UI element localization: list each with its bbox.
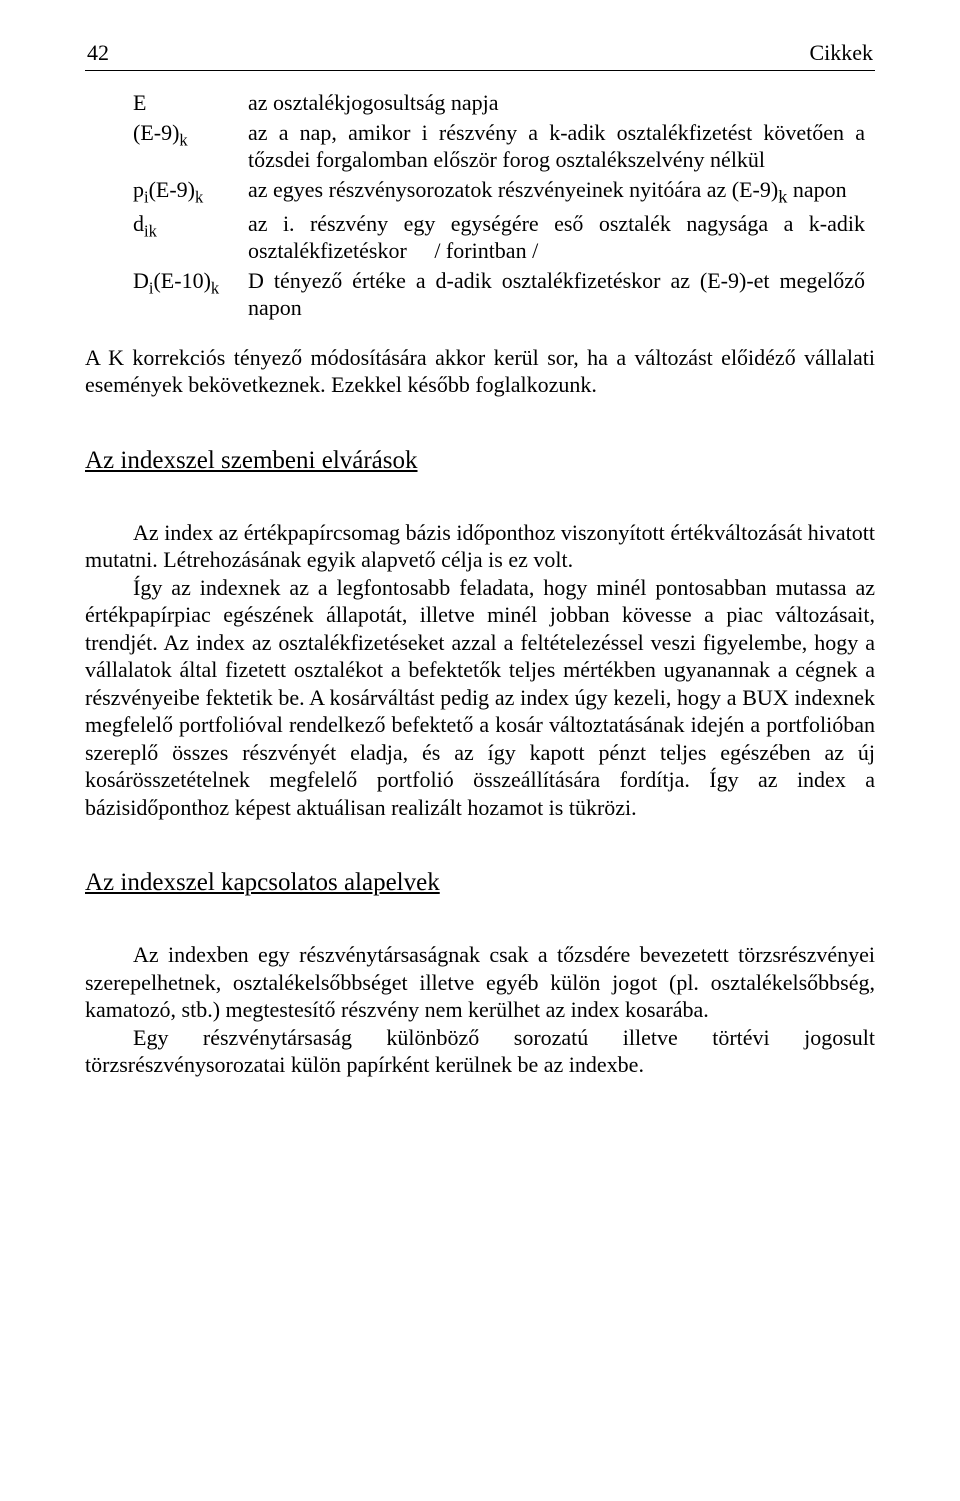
definition-row: dikaz i. részvény egy egységére eső oszt… bbox=[133, 210, 865, 265]
definition-term: (E-9)k bbox=[133, 119, 248, 151]
paragraph: Az indexben egy részvénytársaságnak csak… bbox=[85, 941, 875, 1024]
section-heading: Az indexszel szembeni elvárások bbox=[85, 447, 875, 475]
definition-term: Di(E-10)k bbox=[133, 267, 248, 299]
definition-row: Eaz osztalékjogosultság napja bbox=[133, 89, 865, 117]
definition-desc: D tényező értéke a d-adik osztalékfizeté… bbox=[248, 267, 865, 322]
definition-term: dik bbox=[133, 210, 248, 242]
definition-desc: az osztalékjogosultság napja bbox=[248, 89, 865, 117]
section-heading: Az indexszel kapcsolatos alapelvek bbox=[85, 869, 875, 897]
definition-list: Eaz osztalékjogosultság napja(E-9)kaz a … bbox=[133, 89, 865, 322]
header-rule bbox=[85, 70, 875, 71]
definition-desc: az egyes részvénysorozatok részvényeinek… bbox=[248, 176, 865, 208]
section2-body: Az indexben egy részvénytársaságnak csak… bbox=[85, 941, 875, 1079]
paragraph-after-defs: A K korrekciós tényező módosítására akko… bbox=[85, 344, 875, 399]
paragraph: Az index az értékpapírcsomag bázis időpo… bbox=[85, 519, 875, 574]
definition-desc: az i. részvény egy egységére eső osztalé… bbox=[248, 210, 865, 265]
definition-row: Di(E-10)kD tényező értéke a d-adik oszta… bbox=[133, 267, 865, 322]
page: 42 Cikkek Eaz osztalékjogosultság napja(… bbox=[0, 0, 960, 1139]
running-title: Cikkek bbox=[809, 40, 873, 66]
definition-desc: az a nap, amikor i részvény a k-adik osz… bbox=[248, 119, 865, 174]
definition-row: pi(E-9)kaz egyes részvénysorozatok részv… bbox=[133, 176, 865, 208]
paragraph: Így az indexnek az a legfontosabb felada… bbox=[85, 574, 875, 822]
paragraph: Egy részvénytársaság különböző sorozatú … bbox=[85, 1024, 875, 1079]
running-header: 42 Cikkek bbox=[85, 40, 875, 70]
page-number: 42 bbox=[87, 40, 109, 66]
definition-row: (E-9)kaz a nap, amikor i részvény a k-ad… bbox=[133, 119, 865, 174]
definition-term: pi(E-9)k bbox=[133, 176, 248, 208]
section1-body: Az index az értékpapírcsomag bázis időpo… bbox=[85, 519, 875, 822]
definition-term: E bbox=[133, 89, 248, 117]
